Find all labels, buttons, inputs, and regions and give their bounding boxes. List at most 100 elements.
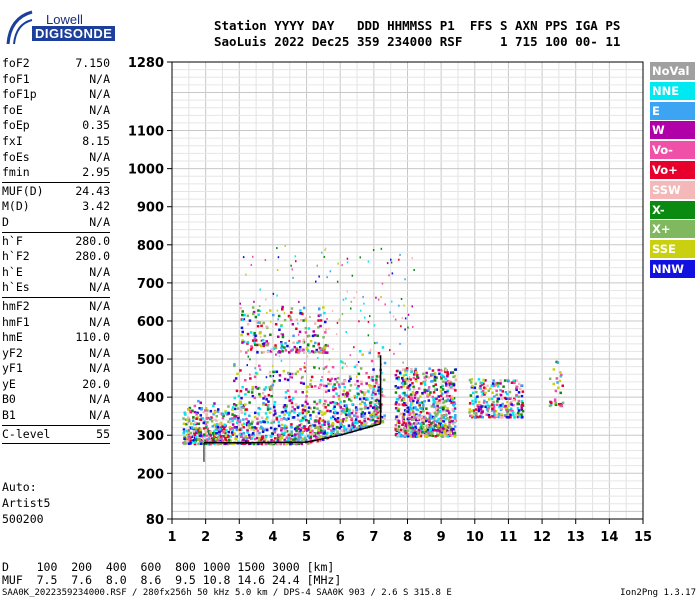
echo-point: [353, 394, 357, 398]
param-row: foE N/A: [2, 103, 110, 119]
echo-point: [377, 389, 380, 392]
echo-point: [559, 375, 563, 378]
echo-point: [258, 407, 262, 411]
echo-point: [239, 306, 243, 310]
echo-point: [312, 410, 315, 414]
echo-point: [442, 375, 446, 379]
echo-point: [224, 410, 227, 413]
echo-point: [237, 423, 240, 427]
echo-point: [278, 328, 281, 331]
echo-point: [243, 442, 247, 445]
echo-point: [336, 376, 340, 380]
echo-point: [475, 390, 478, 394]
echo-point: [348, 379, 351, 383]
echo-point: [559, 391, 562, 395]
echo-point: [302, 338, 306, 342]
echo-point: [320, 419, 323, 422]
echo-point: [369, 404, 372, 408]
echo-point: [185, 430, 189, 433]
echo-point: [246, 364, 248, 367]
echo-point: [283, 377, 287, 381]
lowell-logo: Lowell DIGISONDE: [4, 8, 116, 48]
echo-point: [333, 405, 336, 408]
echo-point: [446, 390, 449, 394]
echo-point: [283, 442, 286, 446]
echo-point: [411, 382, 414, 385]
echo-point: [317, 326, 320, 329]
echo-point: [378, 386, 381, 389]
echo-point: [266, 408, 270, 411]
echo-point: [439, 428, 442, 431]
echo-point: [283, 404, 287, 407]
echo-point: [408, 423, 412, 426]
echo-point: [424, 416, 427, 420]
echo-point: [404, 373, 408, 376]
echo-point: [320, 379, 323, 382]
echo-point: [280, 341, 283, 344]
echo-point: [332, 415, 335, 418]
echo-point: [295, 347, 299, 350]
echo-point: [327, 422, 330, 426]
echo-point: [446, 426, 450, 429]
echo-point: [399, 399, 403, 402]
echo-point: [521, 402, 524, 405]
echo-point: [353, 296, 355, 299]
echo-point: [218, 430, 221, 434]
echo-point: [474, 398, 477, 402]
echo-point: [417, 429, 421, 432]
echo-point: [303, 405, 307, 408]
echo-point: [254, 343, 257, 347]
echo-point: [251, 388, 254, 391]
echo-point: [452, 401, 456, 404]
echo-point: [311, 350, 314, 353]
echo-point: [426, 427, 429, 430]
echo-point: [199, 439, 202, 443]
echo-point: [372, 389, 375, 393]
echo-point: [313, 424, 316, 427]
echo-point: [253, 337, 257, 340]
param-row: foF1 N/A: [2, 72, 110, 88]
echo-point: [273, 409, 277, 412]
echo-point: [318, 307, 321, 311]
echo-point: [400, 325, 402, 328]
echo-point: [449, 425, 452, 429]
echo-point: [474, 400, 477, 404]
echo-point: [411, 390, 415, 394]
echo-point: [193, 404, 197, 408]
echo-point: [298, 424, 301, 427]
echo-point: [377, 392, 381, 395]
echo-point: [240, 408, 243, 412]
echo-point: [438, 410, 442, 414]
echo-point: [401, 392, 405, 395]
echo-point: [477, 378, 481, 381]
echo-point: [239, 389, 243, 393]
echo-point: [312, 432, 315, 436]
echo-point: [427, 386, 431, 389]
echo-point: [556, 381, 559, 384]
echo-point: [474, 382, 477, 386]
echo-point: [367, 334, 370, 337]
echo-point: [451, 398, 454, 401]
echo-point: [330, 431, 333, 434]
echo-point: [286, 411, 289, 414]
echo-point: [410, 402, 414, 405]
echo-point: [321, 376, 323, 379]
echo-point: [253, 415, 257, 419]
echo-point: [445, 434, 448, 437]
echo-point: [278, 414, 281, 418]
echo-point: [411, 429, 414, 432]
echo-point: [224, 434, 228, 437]
echo-point: [348, 389, 352, 392]
echo-point: [516, 415, 520, 419]
echo-point: [338, 385, 341, 389]
echo-point: [331, 309, 334, 312]
echo-point: [435, 407, 438, 411]
echo-point: [282, 405, 286, 409]
echo-point: [233, 396, 236, 400]
echo-point: [416, 375, 419, 378]
echo-point: [410, 368, 413, 371]
echo-point: [365, 371, 368, 375]
echo-point: [243, 436, 246, 440]
echo-point: [318, 351, 321, 354]
echo-point: [304, 317, 308, 320]
